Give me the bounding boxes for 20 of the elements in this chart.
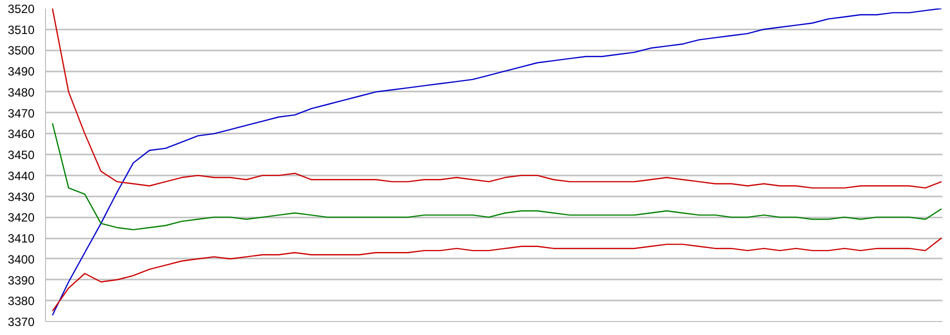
y-tick-label: 3500 xyxy=(8,44,35,58)
y-tick-label: 3450 xyxy=(8,148,35,162)
y-tick-label: 3390 xyxy=(8,273,35,288)
line-series xyxy=(52,8,942,189)
y-tick-label: 3490 xyxy=(8,64,35,79)
y-tick-label: 3410 xyxy=(8,232,35,246)
y-tick-label: 3460 xyxy=(8,127,35,142)
y-tick-label: 3520 xyxy=(8,2,35,16)
line-series xyxy=(52,8,942,316)
y-tick-label: 3510 xyxy=(8,22,35,37)
y-tick-label: 3420 xyxy=(8,210,35,225)
y-tick-label: 3480 xyxy=(8,85,35,100)
y-tick-label: 3380 xyxy=(8,294,35,308)
y-tick-label: 3400 xyxy=(8,252,35,266)
y-tick-label: 3440 xyxy=(8,168,35,183)
line-series xyxy=(52,237,942,312)
y-tick-label: 3430 xyxy=(8,190,35,204)
line-series xyxy=(52,122,942,230)
y-tick-label: 3370 xyxy=(8,315,35,329)
y-tick-label: 3470 xyxy=(8,106,35,120)
